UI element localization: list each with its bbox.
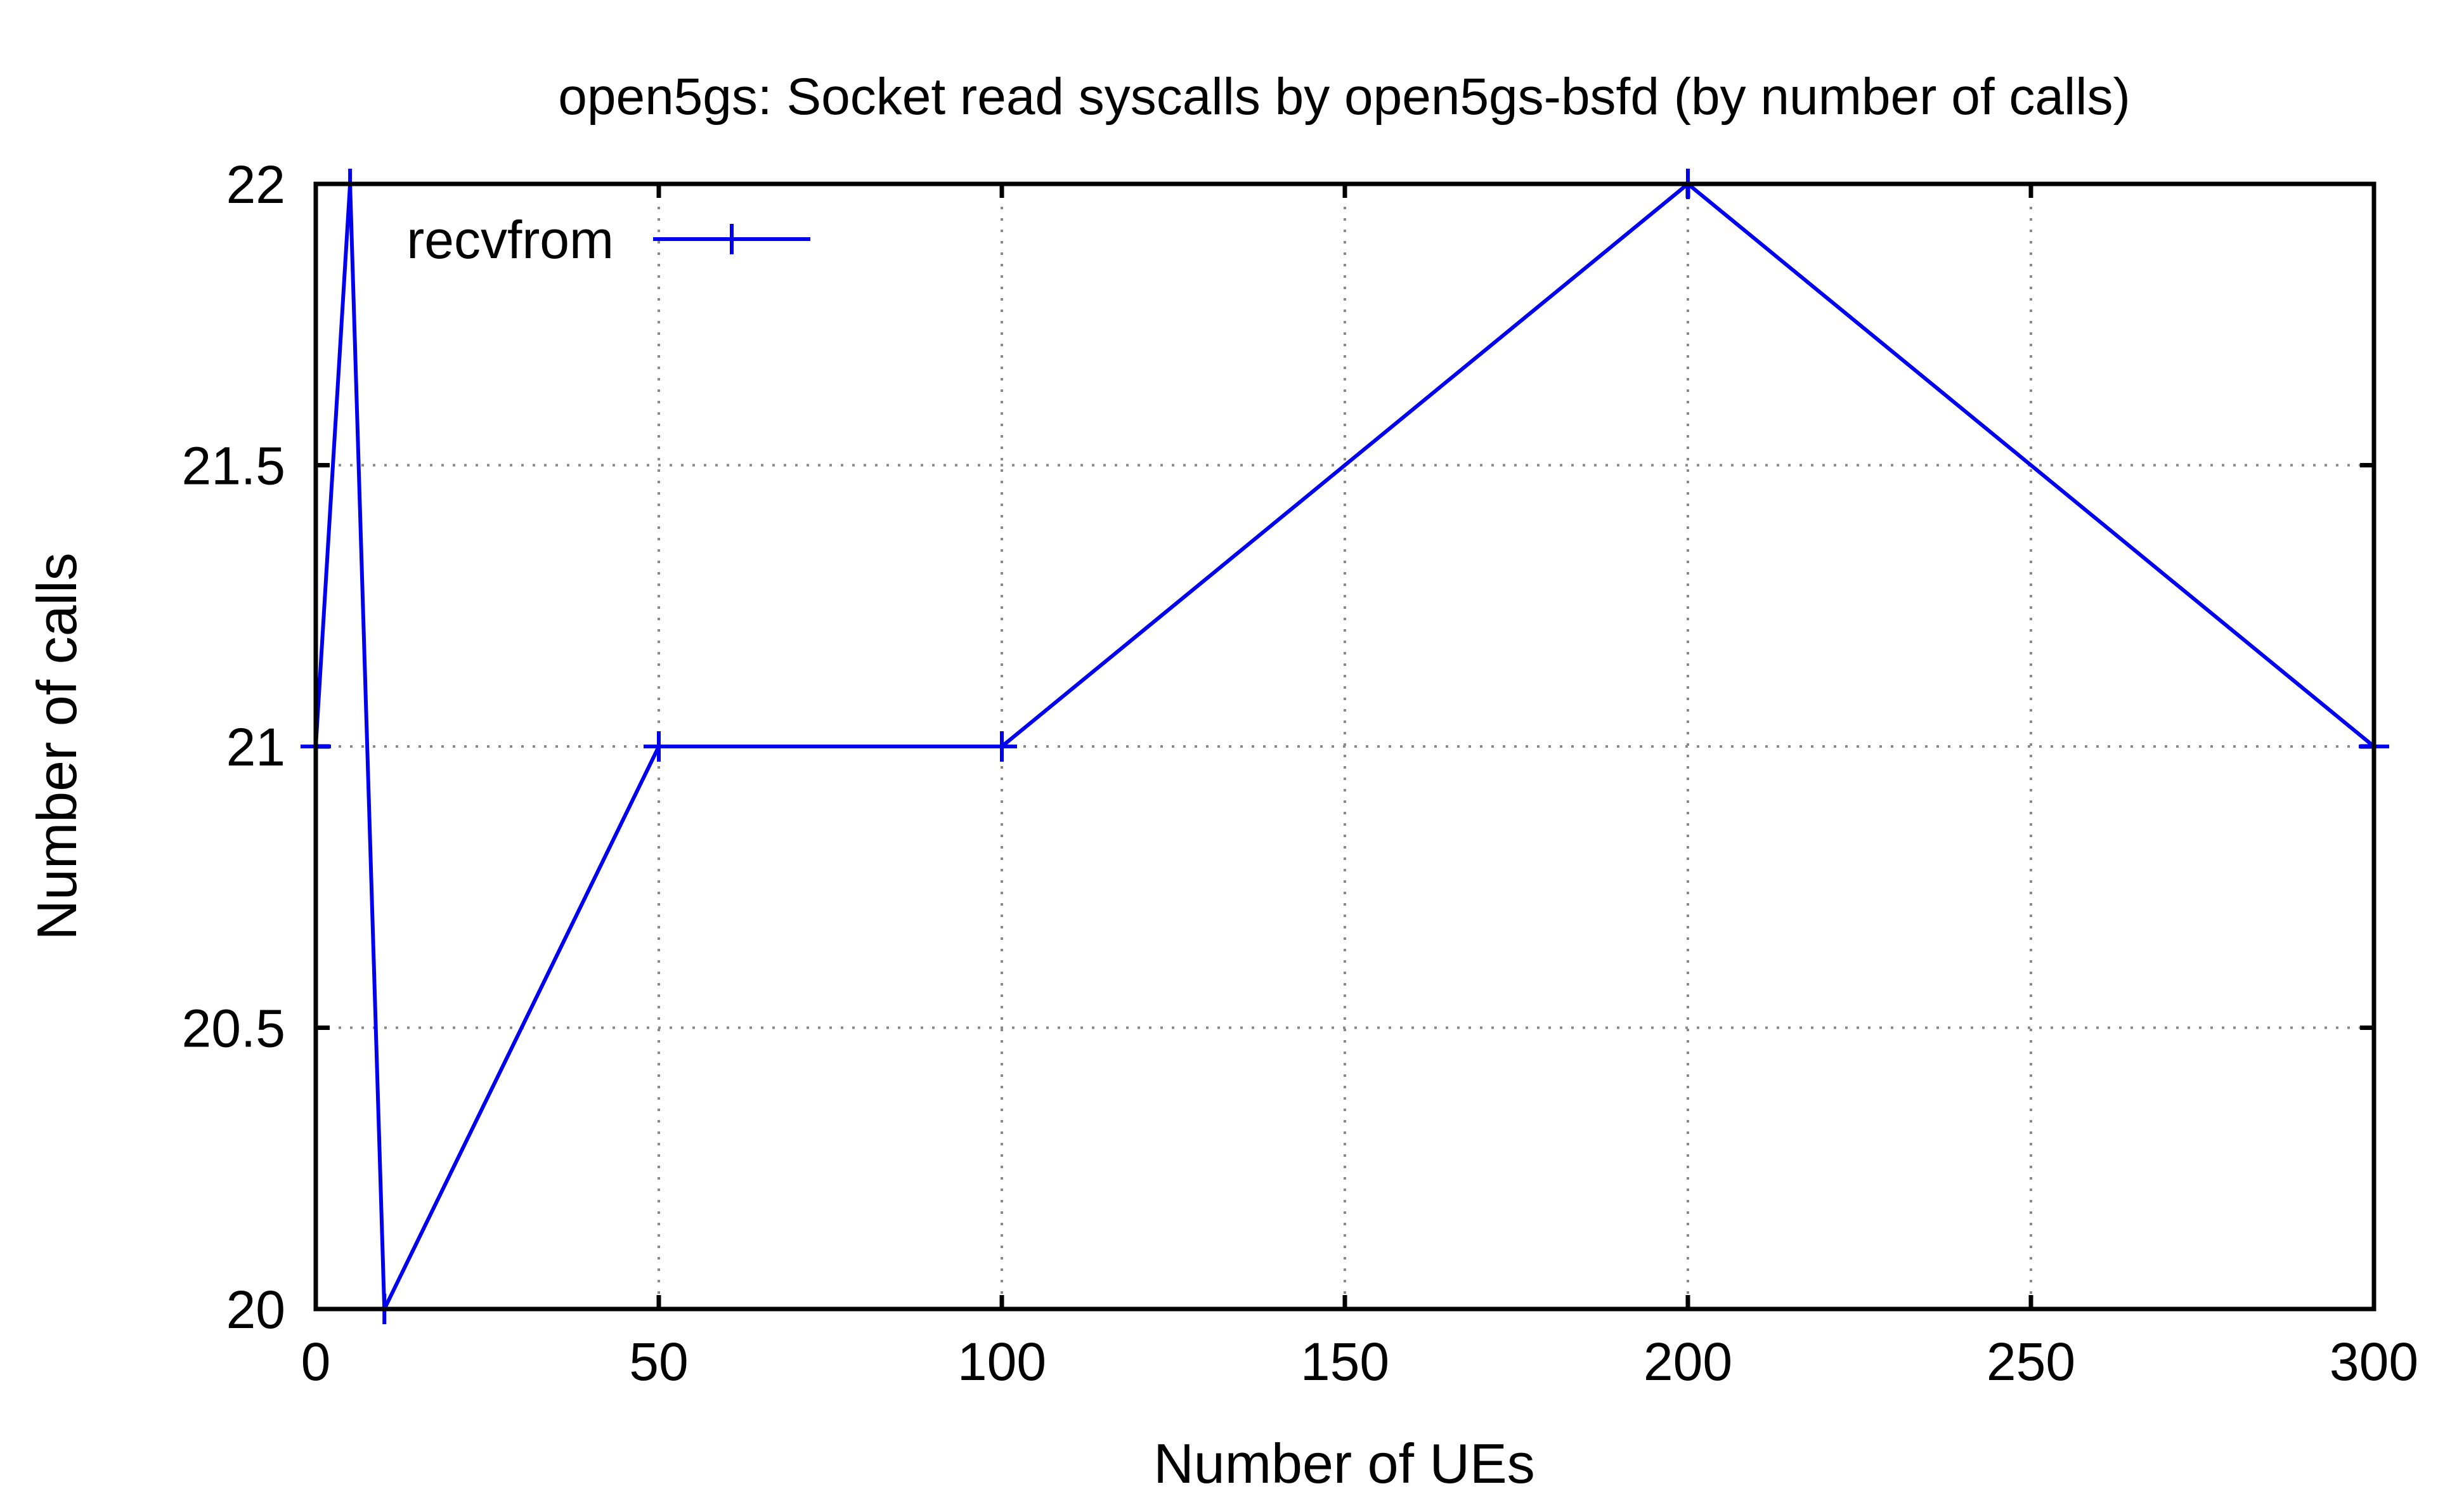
x-tick-label: 0: [301, 1332, 331, 1391]
x-axis-label: Number of UEs: [1153, 1432, 1535, 1495]
y-tick-label: 20.5: [182, 999, 286, 1058]
plot-frame: [313, 181, 2376, 1312]
y-tick-label: 20: [226, 1280, 285, 1339]
x-tick-label: 200: [1644, 1332, 1732, 1391]
y-tick-label: 22: [226, 155, 285, 214]
tick-labels: 0 50 100 150 200 250 300 20 20.5 21 21.5 22: [182, 155, 2419, 1391]
data-point-marker: [644, 731, 674, 762]
x-tick-label: 100: [957, 1332, 1046, 1391]
data-point-marker: [987, 731, 1017, 762]
x-tick-label: 50: [629, 1332, 688, 1391]
y-tick-label: 21: [226, 717, 285, 777]
y-axis-label: Number of calls: [25, 552, 88, 940]
x-tick-label: 150: [1300, 1332, 1389, 1391]
legend-label-recvfrom: recvfrom: [406, 210, 614, 270]
legend: recvfrom: [406, 210, 810, 270]
y-tick-label: 21.5: [182, 436, 286, 496]
chart-title: open5gs: Socket read syscalls by open5gs…: [558, 68, 2130, 126]
x-tick-label: 300: [2330, 1332, 2418, 1391]
x-tick-label: 250: [1987, 1332, 2075, 1391]
